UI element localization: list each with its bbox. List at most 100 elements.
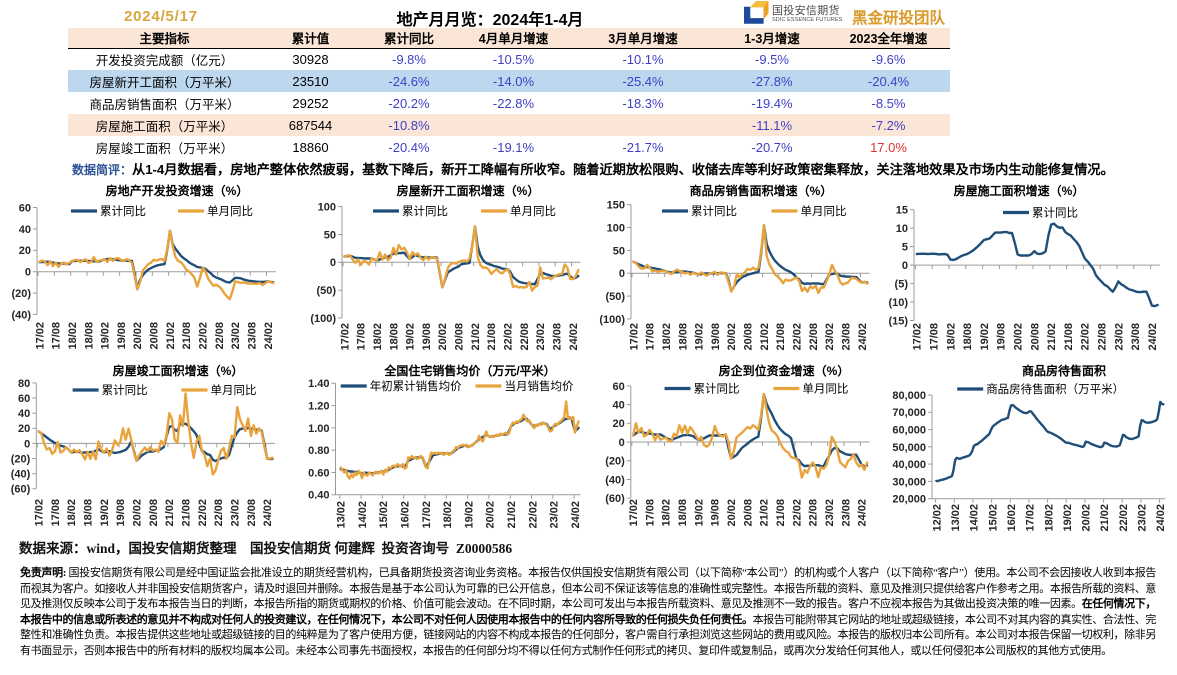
svg-text:年初累计销售均价: 年初累计销售均价 [370,379,462,393]
svg-text:21/08: 21/08 [181,322,193,350]
svg-text:18/08: 18/08 [83,499,95,527]
svg-text:60: 60 [19,202,31,214]
svg-text:19/08: 19/08 [421,323,433,351]
svg-text:10: 10 [896,223,908,235]
svg-text:(60): (60) [605,493,625,505]
svg-text:22/02: 22/02 [197,499,209,527]
svg-text:(20): (20) [11,288,31,300]
svg-text:18/02: 18/02 [67,322,79,350]
svg-text:(20): (20) [11,453,31,465]
svg-text:5: 5 [902,242,908,254]
svg-text:15/02: 15/02 [987,504,999,532]
svg-text:19/02: 19/02 [100,322,112,350]
svg-text:0: 0 [902,260,908,272]
svg-text:21/08: 21/08 [486,323,498,351]
svg-text:累计同比: 累计同比 [1032,207,1078,220]
svg-text:70,000: 70,000 [892,407,926,419]
svg-text:60: 60 [18,393,30,405]
svg-text:20/02: 20/02 [132,322,144,350]
svg-text:23/08: 23/08 [840,499,852,527]
svg-text:18/02: 18/02 [442,501,454,529]
svg-text:21/02: 21/02 [759,323,771,351]
svg-text:18/08: 18/08 [962,323,974,351]
svg-text:19/02: 19/02 [99,499,111,527]
svg-text:23/08: 23/08 [247,322,259,350]
svg-text:单月同比: 单月同比 [211,384,257,397]
svg-text:累计同比: 累计同比 [100,205,146,218]
svg-text:24/02: 24/02 [1147,323,1159,351]
svg-text:商品房待售面积（万平米）: 商品房待售面积（万平米） [986,382,1124,396]
svg-text:20/08: 20/08 [742,499,754,527]
svg-text:24/02: 24/02 [570,501,582,529]
svg-text:20: 20 [18,423,30,435]
svg-text:21/08: 21/08 [775,323,787,351]
svg-text:21/08: 21/08 [181,499,193,527]
svg-text:0.40: 0.40 [308,490,329,502]
svg-text:20/02: 20/02 [437,323,449,351]
svg-text:17/02: 17/02 [628,323,640,351]
svg-text:22/08: 22/08 [213,499,225,527]
svg-text:20,000: 20,000 [892,494,926,506]
svg-text:18/02: 18/02 [372,323,384,351]
svg-text:17/02: 17/02 [421,501,433,529]
svg-text:19/08: 19/08 [115,499,127,527]
svg-text:13/02: 13/02 [336,501,348,529]
svg-text:商品房销售面积增速（%）: 商品房销售面积增速（%） [690,183,833,198]
svg-text:24/02: 24/02 [568,323,580,351]
svg-text:房屋新开工面积增速（%）: 房屋新开工面积增速（%） [397,183,540,198]
svg-text:18/08: 18/08 [677,323,689,351]
svg-text:18/08: 18/08 [83,322,95,350]
svg-text:17/02: 17/02 [34,322,46,350]
svg-text:23/08: 23/08 [552,323,564,351]
svg-text:40: 40 [613,400,625,412]
svg-text:累计同比: 累计同比 [691,205,737,218]
svg-text:累计同比: 累计同比 [102,384,148,397]
svg-text:22/08: 22/08 [808,499,820,527]
svg-text:1.40: 1.40 [308,378,329,390]
svg-text:13/02: 13/02 [950,504,962,532]
svg-text:16/02: 16/02 [1006,504,1018,532]
svg-text:18/02: 18/02 [1043,504,1055,532]
svg-text:20/02: 20/02 [726,323,738,351]
svg-text:23/02: 23/02 [1113,323,1125,351]
svg-text:21/02: 21/02 [164,499,176,527]
svg-text:(100): (100) [599,314,625,326]
svg-text:22/08: 22/08 [808,323,820,351]
svg-text:20/08: 20/08 [1029,323,1041,351]
svg-text:23/08: 23/08 [841,323,853,351]
svg-text:100: 100 [318,202,336,214]
svg-text:21/02: 21/02 [759,499,771,527]
svg-text:50: 50 [613,245,625,257]
svg-text:19/08: 19/08 [116,322,128,350]
svg-text:19/08: 19/08 [710,323,722,351]
svg-text:17/08: 17/08 [50,499,62,527]
svg-text:17/02: 17/02 [912,323,924,351]
svg-text:23/02: 23/02 [229,499,241,527]
svg-text:(20): (20) [605,456,625,468]
svg-text:(50): (50) [605,291,625,303]
svg-text:(60): (60) [11,484,31,496]
svg-text:19/08: 19/08 [710,499,722,527]
svg-text:40: 40 [18,408,30,420]
svg-text:19/02: 19/02 [1062,504,1074,532]
svg-text:(100): (100) [310,313,336,325]
svg-text:20/02: 20/02 [485,501,497,529]
svg-text:(10): (10) [888,297,908,309]
svg-text:22/02: 22/02 [1080,323,1092,351]
svg-text:当月销售均价: 当月销售均价 [505,379,574,393]
svg-text:(40): (40) [605,474,625,486]
svg-text:0: 0 [330,257,336,269]
svg-text:23/02: 23/02 [824,499,836,527]
svg-text:19/02: 19/02 [463,501,475,529]
svg-text:21/02: 21/02 [1046,323,1058,351]
svg-text:(40): (40) [11,469,31,481]
svg-text:0.80: 0.80 [308,445,329,457]
svg-text:18/02: 18/02 [66,499,78,527]
svg-text:17/08: 17/08 [356,323,368,351]
svg-text:17/02: 17/02 [628,499,640,527]
svg-text:17/02: 17/02 [34,499,46,527]
svg-text:18/08: 18/08 [388,323,400,351]
svg-text:30,000: 30,000 [892,476,926,488]
svg-text:0.60: 0.60 [308,467,329,479]
svg-text:23/08: 23/08 [246,499,258,527]
